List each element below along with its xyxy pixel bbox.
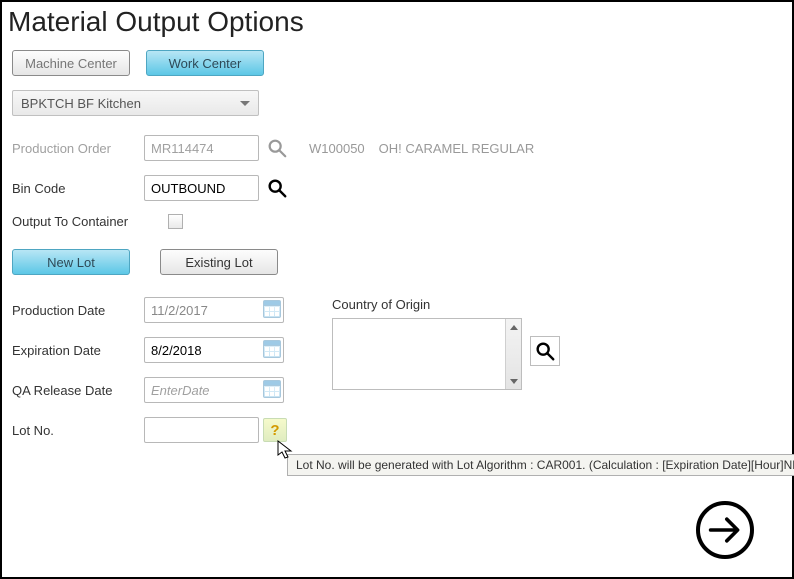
next-button[interactable]: [696, 501, 754, 559]
lot-no-help-button[interactable]: ?: [263, 418, 287, 442]
scrollbar[interactable]: [505, 319, 521, 389]
expiration-date-row: Expiration Date: [12, 337, 332, 363]
bin-code-input[interactable]: [144, 175, 259, 201]
production-date-row: Production Date: [12, 297, 332, 323]
scroll-up-button[interactable]: [506, 319, 521, 335]
existing-lot-button[interactable]: Existing Lot: [160, 249, 278, 275]
details-section: Production Date Expiration Date: [12, 297, 780, 457]
production-order-input[interactable]: [144, 135, 259, 161]
scroll-down-button[interactable]: [506, 373, 521, 389]
page-title: Material Output Options: [8, 6, 780, 38]
location-dropdown[interactable]: BPKTCH BF Kitchen: [12, 90, 259, 116]
center-tab-row: Machine Center Work Center: [12, 50, 780, 76]
lot-no-tooltip: Lot No. will be generated with Lot Algor…: [287, 454, 794, 476]
location-dropdown-value: BPKTCH BF Kitchen: [21, 96, 141, 111]
production-order-label: Production Order: [12, 141, 144, 156]
production-date-calendar-button[interactable]: [263, 300, 281, 318]
new-lot-button[interactable]: New Lot: [12, 249, 130, 275]
production-order-search-button[interactable]: [263, 134, 291, 162]
material-output-options-screen: Material Output Options Machine Center W…: [0, 0, 794, 579]
country-of-origin-section: Country of Origin: [332, 297, 560, 390]
lot-no-input[interactable]: [144, 417, 259, 443]
work-center-button[interactable]: Work Center: [146, 50, 264, 76]
country-of-origin-label: Country of Origin: [332, 297, 560, 312]
lot-no-label: Lot No.: [12, 423, 144, 438]
expiration-date-calendar-button[interactable]: [263, 340, 281, 358]
search-icon: [266, 137, 288, 159]
search-icon: [534, 340, 556, 362]
lot-no-row: Lot No. ?: [12, 417, 332, 443]
country-of-origin-search-button[interactable]: [530, 336, 560, 366]
arrow-right-icon: [707, 512, 743, 548]
country-of-origin-listbox[interactable]: [332, 318, 522, 390]
bin-code-label: Bin Code: [12, 181, 144, 196]
lot-button-row: New Lot Existing Lot: [12, 249, 780, 275]
qa-release-date-calendar-button[interactable]: [263, 380, 281, 398]
search-icon: [266, 177, 288, 199]
qa-release-date-row: QA Release Date: [12, 377, 332, 403]
item-code: W100050: [309, 141, 365, 156]
dates-column: Production Date Expiration Date: [12, 297, 332, 457]
expiration-date-label: Expiration Date: [12, 343, 144, 358]
output-to-container-row: Output To Container: [12, 214, 780, 229]
bin-code-search-button[interactable]: [263, 174, 291, 202]
machine-center-button[interactable]: Machine Center: [12, 50, 130, 76]
item-name: OH! CARAMEL REGULAR: [379, 141, 535, 156]
production-date-label: Production Date: [12, 303, 144, 318]
output-to-container-label: Output To Container: [12, 214, 168, 229]
output-to-container-checkbox[interactable]: [168, 214, 183, 229]
bin-code-row: Bin Code: [12, 174, 780, 202]
question-icon: ?: [270, 422, 279, 439]
qa-release-date-label: QA Release Date: [12, 383, 144, 398]
chevron-down-icon: [240, 101, 250, 106]
production-order-row: Production Order W100050 OH! CARAMEL REG…: [12, 134, 780, 162]
